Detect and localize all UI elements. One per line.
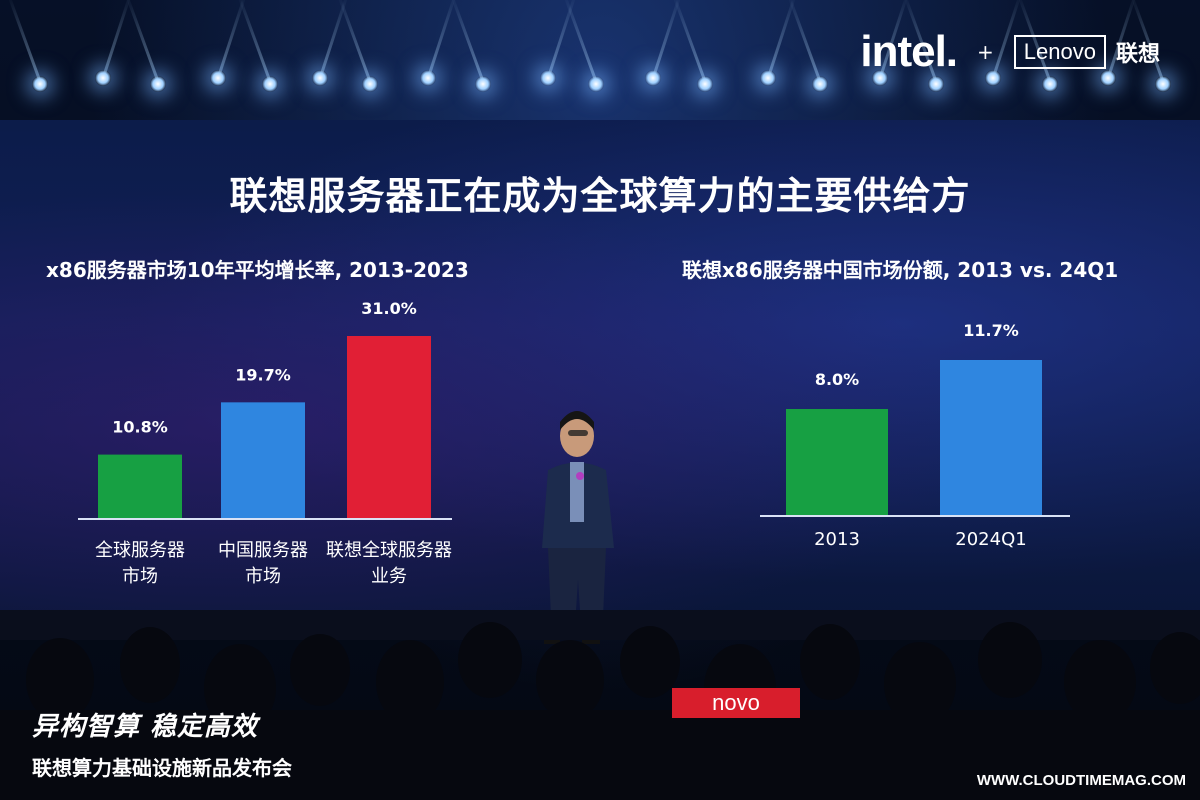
chart-1-value-label-1: 11.7% [963, 321, 1019, 340]
brand-bar: intel. + Lenovo 联想 [860, 27, 1160, 76]
chart-0-category-label-0-line-0: 全球服务器 [95, 540, 185, 561]
stage-light [150, 76, 166, 92]
stage-light [645, 70, 661, 86]
lenovo-logo: Lenovo [1013, 35, 1106, 69]
chart-0-category-label-1-line-1: 市场 [245, 566, 281, 587]
left-chart-title: x86服务器市场10年平均增长率, 2013-2023 [46, 258, 469, 282]
stage-light [262, 76, 278, 92]
chart-1-category-label-0-line-0: 2013 [814, 529, 860, 550]
stage-light [1042, 76, 1058, 92]
stage-light [1155, 76, 1171, 92]
stage-light [985, 70, 1001, 86]
slide-title: 联想服务器正在成为全球算力的主要供给方 [229, 174, 971, 218]
stage-light [1100, 70, 1116, 86]
intel-logo: intel. [860, 27, 958, 76]
chart-0-category-label-1-line-0: 中国服务器 [218, 540, 308, 561]
stage-light [32, 76, 48, 92]
chart-1-bar-1 [940, 360, 1042, 515]
chart-1-category-label-1-line-0: 2024Q1 [955, 529, 1026, 550]
stage-light [475, 76, 491, 92]
stage-light [872, 70, 888, 86]
audience [0, 610, 1200, 800]
stage-light [812, 76, 828, 92]
stage-light [540, 70, 556, 86]
chart-0-bar-2 [347, 336, 431, 518]
chart-0-value-label-0: 10.8% [112, 418, 168, 437]
chart-0-value-label-1: 19.7% [235, 365, 291, 384]
stage-light [312, 70, 328, 86]
lenovo-floor-sign: novo [672, 688, 800, 718]
chart-0-value-label-2: 31.0% [361, 299, 417, 318]
chart-0-category-label-2-line-1: 业务 [371, 566, 407, 587]
lenovo-cn-logo: 联想 [1115, 42, 1160, 67]
stage-light [95, 70, 111, 86]
event-name: 联想算力基础设施新品发布会 [32, 756, 292, 780]
stage-light [362, 76, 378, 92]
stage-light [420, 70, 436, 86]
stage-light [588, 76, 604, 92]
stage-light [697, 76, 713, 92]
chart-0-category-label-2-line-0: 联想全球服务器 [326, 540, 452, 561]
chart-0-category-label-0-line-1: 市场 [122, 566, 158, 587]
chart-0-bar-0 [98, 454, 182, 518]
chart-0-bar-1 [221, 402, 305, 518]
chart-1-value-label-0: 8.0% [815, 370, 859, 389]
stage-light [928, 76, 944, 92]
right-chart-title: 联想x86服务器中国市场份额, 2013 vs. 24Q1 [682, 258, 1119, 282]
chart-1-bar-0 [786, 409, 888, 515]
stage-light [210, 70, 226, 86]
plus-sign: + [977, 40, 994, 64]
event-slogan: 异构智算 稳定高效 [32, 712, 259, 742]
site-watermark: WWW.CLOUDTIMEMAG.COM [976, 772, 1186, 789]
stage-light [760, 70, 776, 86]
